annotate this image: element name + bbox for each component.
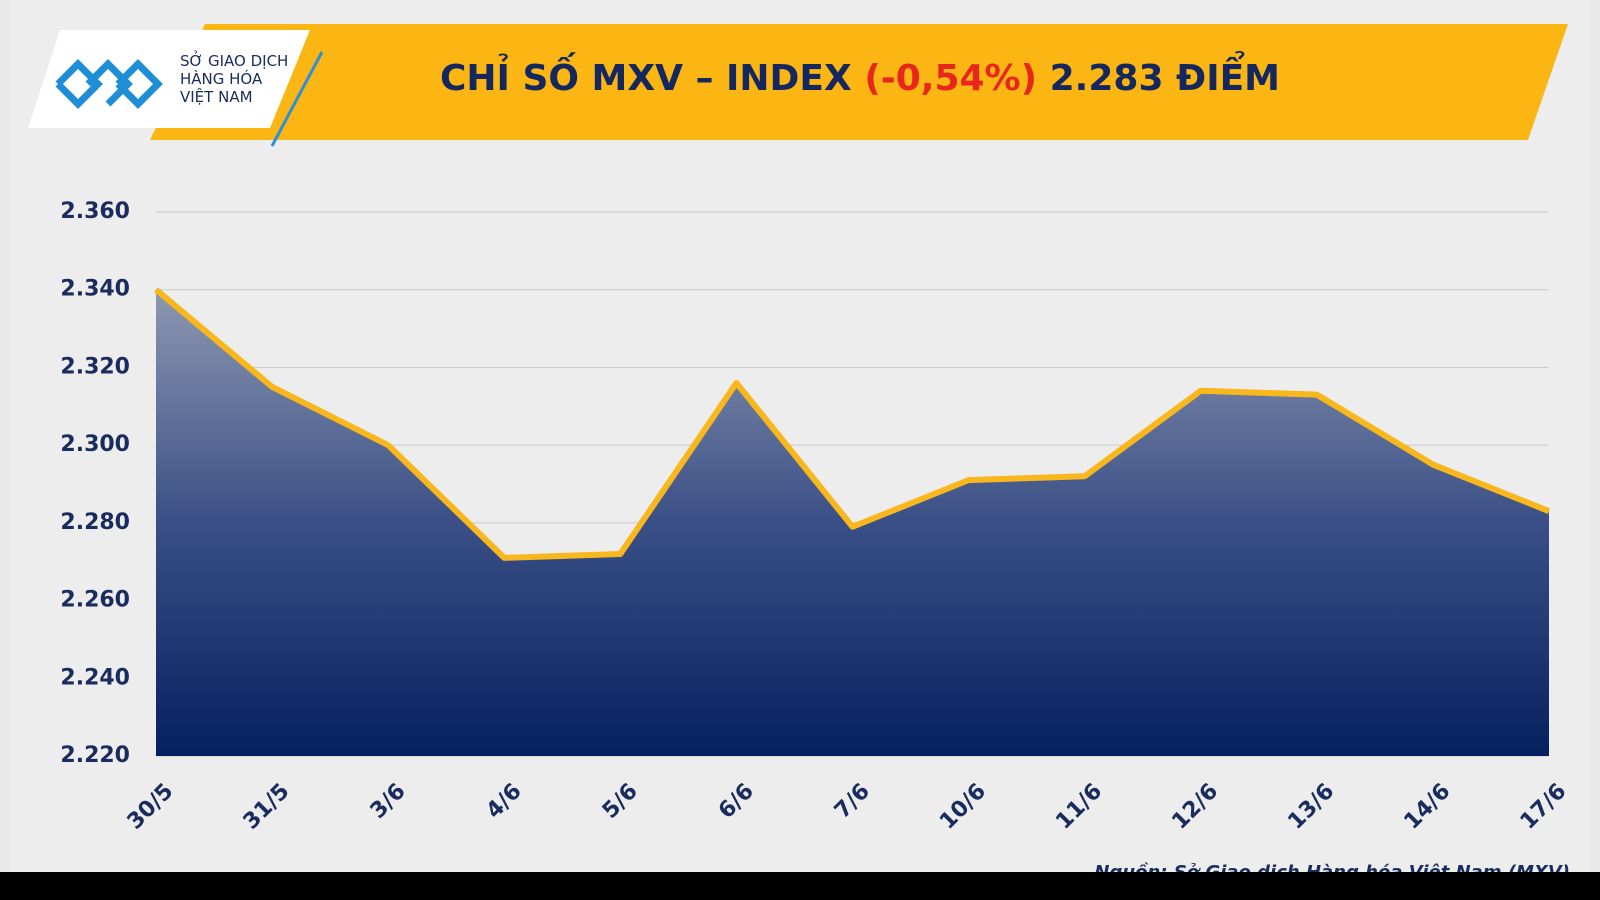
- y-tick-label: 2.340: [60, 277, 130, 302]
- y-tick-label: 2.240: [60, 665, 130, 690]
- title-value: 2.283 ĐIỂM: [1050, 51, 1280, 99]
- bottom-bar: [0, 872, 1600, 900]
- logo-box: [28, 30, 310, 128]
- logo-text: HÀNG HÓA: [180, 69, 263, 88]
- chart-title: CHỈ SỐ MXV – INDEX (-0,54%) 2.283 ĐIỂM: [440, 51, 1280, 99]
- area-fill: [156, 289, 1549, 756]
- y-tick-label: 2.220: [60, 743, 130, 768]
- y-tick-label: 2.260: [60, 588, 130, 613]
- y-tick-label: 2.320: [60, 354, 130, 379]
- logo-accent: [270, 51, 324, 147]
- y-tick-label: 2.360: [60, 199, 130, 224]
- logo-text: VIỆT NAM: [180, 87, 253, 106]
- line: [154, 287, 1551, 561]
- title-banner: [150, 24, 1568, 140]
- y-tick-label: 2.300: [60, 432, 130, 457]
- logo-text: SỞ GIAO DỊCH: [180, 50, 288, 70]
- y-tick-label: 2.280: [60, 510, 130, 535]
- title-change: (-0,54%): [864, 58, 1037, 99]
- logo-icon: [55, 59, 163, 109]
- title-main: CHỈ SỐ MXV – INDEX: [440, 52, 852, 99]
